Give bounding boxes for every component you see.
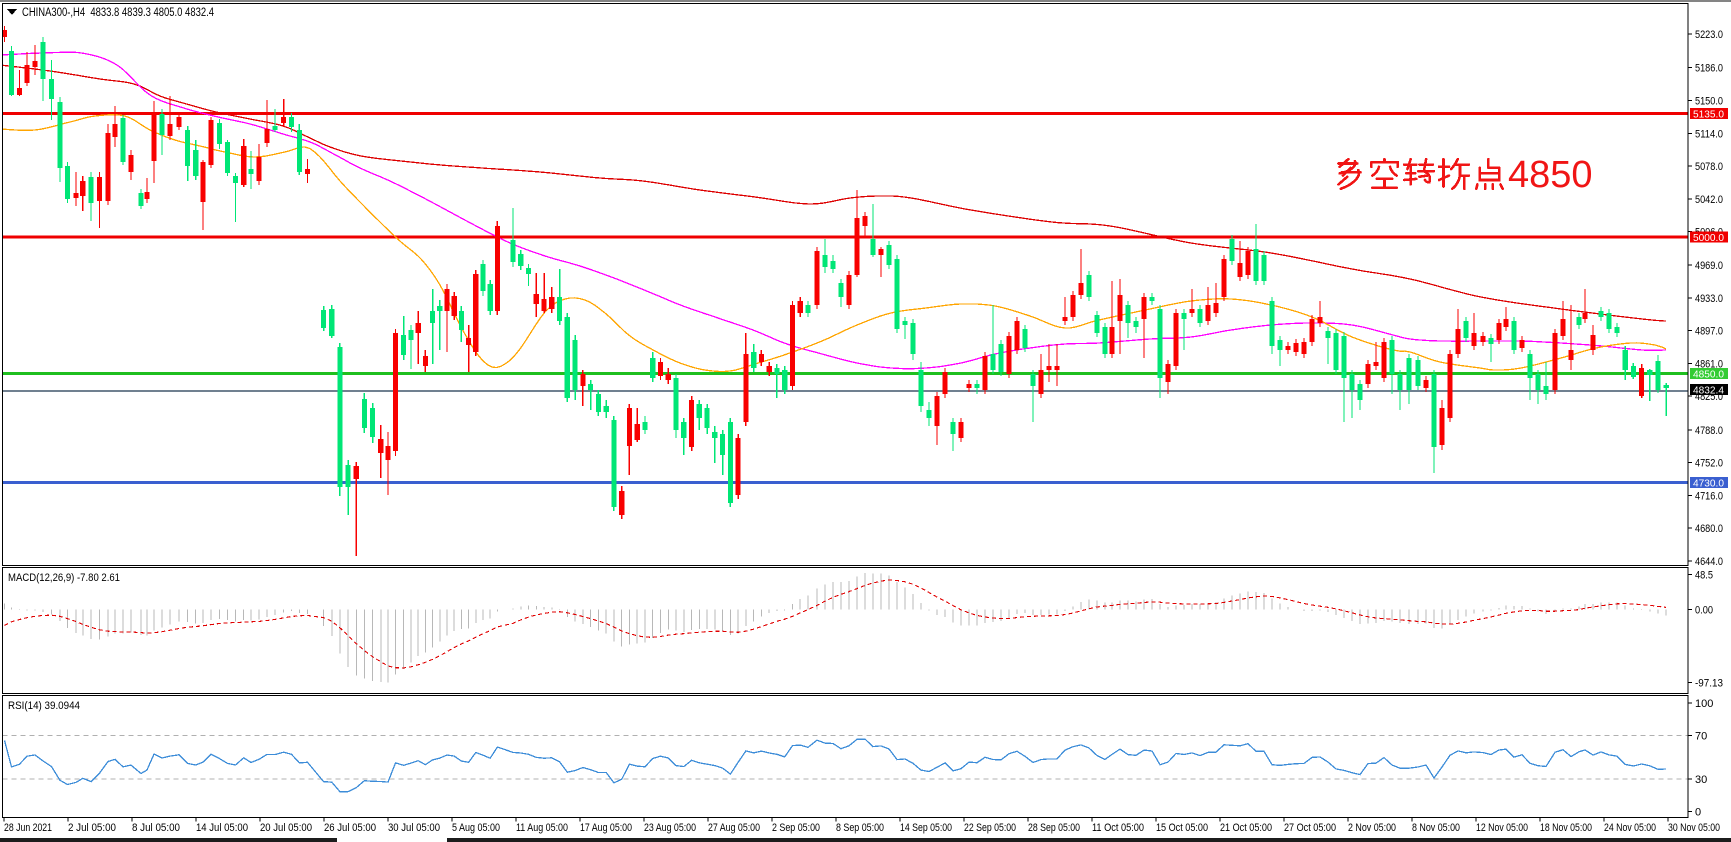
svg-text:4788.0: 4788.0 [1695,425,1723,437]
svg-text:8 Jul 05:00: 8 Jul 05:00 [132,822,180,834]
svg-text:8 Nov 05:00: 8 Nov 05:00 [1412,822,1460,834]
svg-text:22 Sep 05:00: 22 Sep 05:00 [964,822,1016,834]
svg-text:5223.0: 5223.0 [1695,29,1723,41]
svg-text:27 Oct 05:00: 27 Oct 05:00 [1284,822,1336,834]
svg-text:CHINA300-,H4 4833.8 4839.3 48: CHINA300-,H4 4833.8 4839.3 4805.0 4832.4 [22,7,214,19]
svg-text:5042.0: 5042.0 [1695,194,1723,206]
svg-text:26 Jul 05:00: 26 Jul 05:00 [324,822,376,834]
svg-text:RSI(14) 39.0944: RSI(14) 39.0944 [8,700,80,712]
svg-text:11 Oct 05:00: 11 Oct 05:00 [1092,822,1144,834]
svg-text:5150.0: 5150.0 [1695,96,1723,108]
svg-text:30: 30 [1695,774,1707,786]
svg-text:28 Jun 2021: 28 Jun 2021 [4,822,52,834]
svg-text:4861.0: 4861.0 [1695,359,1723,371]
svg-text:4730.0: 4730.0 [1693,478,1724,490]
svg-text:0: 0 [1695,806,1701,818]
svg-text:24 Nov 05:00: 24 Nov 05:00 [1604,822,1656,834]
svg-text:4850: 4850 [1508,154,1593,196]
svg-text:15 Oct 05:00: 15 Oct 05:00 [1156,822,1208,834]
svg-text:2 Nov 05:00: 2 Nov 05:00 [1348,822,1396,834]
svg-text:0.00: 0.00 [1695,604,1713,616]
svg-text:21 Oct 05:00: 21 Oct 05:00 [1220,822,1272,834]
svg-text:4716.0: 4716.0 [1695,490,1723,502]
svg-text:14 Jul 05:00: 14 Jul 05:00 [196,822,248,834]
svg-text:2 Sep 05:00: 2 Sep 05:00 [772,822,820,834]
svg-text:23 Aug 05:00: 23 Aug 05:00 [644,822,696,834]
svg-text:30 Nov 05:00: 30 Nov 05:00 [1668,822,1720,834]
svg-text:27 Aug 05:00: 27 Aug 05:00 [708,822,760,834]
svg-text:4850.0: 4850.0 [1693,369,1724,381]
svg-text:5 Aug 05:00: 5 Aug 05:00 [452,822,500,834]
svg-text:8 Sep 05:00: 8 Sep 05:00 [836,822,884,834]
svg-text:5000.0: 5000.0 [1693,232,1724,244]
svg-text:5114.0: 5114.0 [1695,128,1723,140]
svg-text:30 Jul 05:00: 30 Jul 05:00 [388,822,440,834]
svg-text:100: 100 [1695,698,1713,710]
svg-text:4969.0: 4969.0 [1695,260,1723,272]
svg-text:14 Sep 05:00: 14 Sep 05:00 [900,822,952,834]
svg-text:4897.0: 4897.0 [1695,326,1723,338]
svg-text:48.5: 48.5 [1695,570,1713,582]
svg-text:70: 70 [1695,731,1707,743]
svg-text:4752.0: 4752.0 [1695,458,1723,470]
svg-text:4933.0: 4933.0 [1695,293,1723,305]
svg-text:4644.0: 4644.0 [1695,556,1723,568]
svg-text:5135.0: 5135.0 [1693,109,1724,121]
svg-text:17 Aug 05:00: 17 Aug 05:00 [580,822,632,834]
svg-text:28 Sep 05:00: 28 Sep 05:00 [1028,822,1080,834]
svg-text:4680.0: 4680.0 [1695,523,1723,535]
svg-text:5078.0: 5078.0 [1695,161,1723,173]
svg-text:11 Aug 05:00: 11 Aug 05:00 [516,822,568,834]
svg-text:20 Jul 05:00: 20 Jul 05:00 [260,822,312,834]
svg-text:5186.0: 5186.0 [1695,63,1723,75]
svg-text:18 Nov 05:00: 18 Nov 05:00 [1540,822,1592,834]
svg-text:2 Jul 05:00: 2 Jul 05:00 [68,822,116,834]
svg-text:MACD(12,26,9) -7.80 2.61: MACD(12,26,9) -7.80 2.61 [8,572,120,584]
svg-text:12 Nov 05:00: 12 Nov 05:00 [1476,822,1528,834]
svg-text:-97.13: -97.13 [1695,678,1723,690]
svg-text:4832.4: 4832.4 [1693,385,1724,397]
